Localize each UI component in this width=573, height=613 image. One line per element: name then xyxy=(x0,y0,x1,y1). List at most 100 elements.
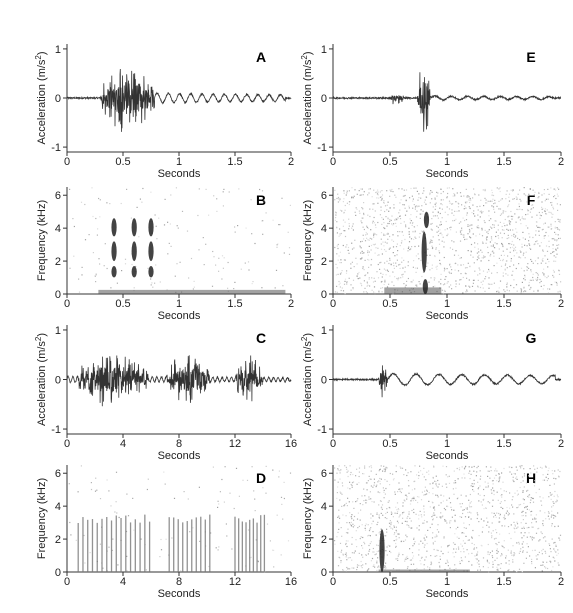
noise-speck xyxy=(506,190,508,192)
noise-speck xyxy=(490,532,492,534)
noise-speck xyxy=(341,287,343,289)
panel-label: G xyxy=(526,330,537,346)
noise-speck xyxy=(513,554,515,556)
noise-speck xyxy=(419,510,421,512)
noise-speck xyxy=(549,560,551,562)
noise-speck xyxy=(548,246,550,248)
noise-speck xyxy=(404,558,406,560)
x-tick-label: 0 xyxy=(330,298,336,310)
y-axis-label: Acceleration (m/s2) xyxy=(300,51,314,144)
noise-speck xyxy=(109,203,111,205)
noise-speck xyxy=(382,273,384,275)
noise-speck xyxy=(150,278,152,280)
noise-speck xyxy=(262,233,264,235)
noise-speck xyxy=(352,473,354,476)
noise-speck xyxy=(494,242,496,244)
noise-speck xyxy=(453,254,456,256)
noise-speck xyxy=(432,507,435,509)
noise-speck xyxy=(555,248,557,250)
noise-speck xyxy=(397,557,399,560)
noise-speck xyxy=(383,465,385,467)
noise-speck xyxy=(381,291,383,293)
noise-speck xyxy=(450,266,452,268)
noise-speck xyxy=(539,466,542,468)
noise-speck xyxy=(480,249,482,251)
noise-speck xyxy=(378,516,380,518)
noise-speck xyxy=(446,560,449,562)
noise-speck xyxy=(531,216,533,218)
x-axis-label: Seconds xyxy=(158,588,201,600)
noise-speck xyxy=(505,490,507,493)
noise-speck xyxy=(390,219,392,221)
noise-speck xyxy=(80,201,83,203)
noise-speck xyxy=(379,480,381,482)
noise-speck xyxy=(552,251,554,253)
noise-speck xyxy=(510,258,512,260)
noise-speck xyxy=(383,227,385,229)
noise-speck xyxy=(488,470,490,472)
noise-speck xyxy=(446,228,448,230)
noise-speck xyxy=(557,234,559,236)
noise-speck xyxy=(376,523,378,526)
noise-speck xyxy=(402,204,404,206)
noise-speck xyxy=(346,468,348,470)
noise-speck xyxy=(383,234,385,236)
noise-speck xyxy=(418,543,420,545)
noise-speck xyxy=(498,188,500,190)
noise-speck xyxy=(374,224,377,226)
noise-speck xyxy=(525,512,527,514)
noise-speck xyxy=(282,518,284,520)
noise-speck xyxy=(505,263,507,265)
noise-speck xyxy=(396,259,398,261)
noise-speck xyxy=(489,283,491,285)
noise-speck xyxy=(339,472,341,474)
noise-speck xyxy=(395,246,398,248)
noise-speck xyxy=(533,465,535,467)
noise-speck xyxy=(555,197,557,200)
noise-speck xyxy=(512,246,514,248)
noise-speck xyxy=(504,500,506,502)
noise-speck xyxy=(399,466,401,468)
x-tick-label: 2 xyxy=(558,576,564,588)
noise-speck xyxy=(523,468,525,470)
noise-speck xyxy=(470,199,472,202)
noise-speck xyxy=(477,514,479,516)
noise-speck xyxy=(541,259,543,261)
noise-speck xyxy=(377,247,379,249)
noise-speck xyxy=(416,567,418,570)
noise-speck xyxy=(557,552,559,555)
noise-speck xyxy=(386,554,388,556)
noise-speck xyxy=(247,261,250,263)
noise-speck xyxy=(454,269,456,271)
noise-speck xyxy=(551,538,553,540)
noise-speck xyxy=(474,246,476,248)
noise-speck xyxy=(397,279,399,281)
noise-speck xyxy=(470,237,472,239)
noise-speck xyxy=(432,236,434,238)
noise-speck xyxy=(470,518,472,520)
y-tick-label: -1 xyxy=(317,424,327,436)
x-tick-label: 1.5 xyxy=(227,156,242,168)
noise-speck xyxy=(336,497,338,499)
noise-speck xyxy=(372,220,374,222)
noise-speck xyxy=(355,257,357,259)
noise-speck xyxy=(478,521,480,523)
noise-speck xyxy=(496,557,498,559)
noise-speck xyxy=(467,233,469,235)
noise-speck xyxy=(349,201,351,203)
noise-speck xyxy=(512,545,514,547)
noise-speck xyxy=(413,537,415,539)
noise-speck xyxy=(499,259,502,261)
noise-speck xyxy=(224,466,226,468)
noise-speck xyxy=(131,253,133,255)
noise-speck xyxy=(522,551,524,553)
noise-speck xyxy=(343,190,345,192)
noise-speck xyxy=(398,188,400,190)
noise-speck xyxy=(496,290,498,293)
noise-speck xyxy=(506,237,508,240)
noise-speck xyxy=(481,257,483,259)
noise-speck xyxy=(532,526,534,528)
noise-speck xyxy=(459,231,462,233)
noise-speck xyxy=(453,214,455,216)
noise-speck xyxy=(423,511,425,513)
